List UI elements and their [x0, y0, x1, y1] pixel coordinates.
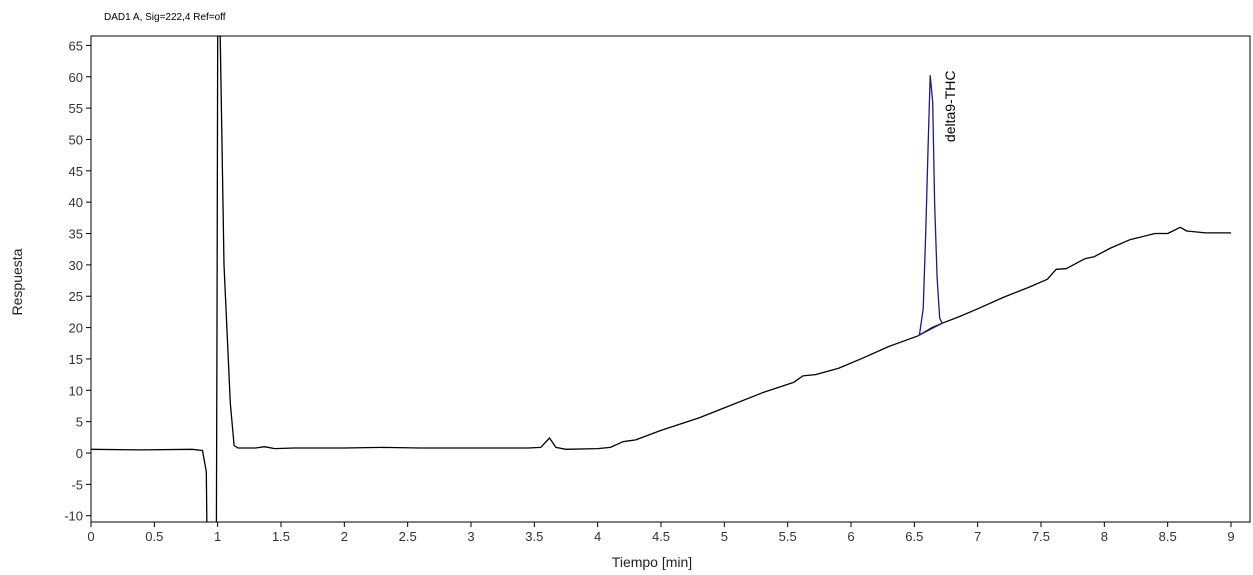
x-tick-label: 9: [1227, 529, 1234, 544]
x-tick-label: 3.5: [525, 529, 543, 544]
x-tick-label: 4: [594, 529, 601, 544]
series-line-1: [918, 74, 943, 336]
y-tick-label: 10: [69, 383, 83, 398]
y-tick-label: 0: [76, 446, 83, 461]
signal-header: DAD1 A, Sig=222,4 Ref=off: [104, 12, 226, 23]
y-tick-label: 25: [69, 289, 83, 304]
y-tick-label: 15: [69, 352, 83, 367]
y-tick-label: 30: [69, 258, 83, 273]
x-tick-label: 7: [974, 529, 981, 544]
x-tick-label: 4.5: [652, 529, 670, 544]
y-tick-label: 50: [69, 132, 83, 147]
x-tick-label: 1: [214, 529, 221, 544]
y-axis-label: Respuesta: [9, 248, 25, 315]
y-tick-label: 40: [69, 195, 83, 210]
x-tick-label: 6.5: [905, 529, 923, 544]
annotation-layer: delta9-THC: [942, 70, 958, 142]
x-tick-label: 6: [847, 529, 854, 544]
x-tick-label: 5.5: [779, 529, 797, 544]
series-line-2: [919, 322, 943, 336]
peak-label: delta9-THC: [942, 70, 958, 142]
y-tick-label: 65: [69, 38, 83, 53]
y-tick-label: 5: [76, 415, 83, 430]
y-tick-label: 55: [69, 101, 83, 116]
x-axis-label: Tiempo [min]: [612, 554, 692, 570]
x-tick-label: 7.5: [1032, 529, 1050, 544]
x-tick-label: 1.5: [272, 529, 290, 544]
x-tick-label: 0.5: [145, 529, 163, 544]
plot-frame: [90, 35, 1251, 523]
series-line-0: [91, 36, 1231, 522]
y-tick-label: 20: [69, 321, 83, 336]
x-tick-label: 0: [87, 529, 94, 544]
y-tick-label: -10: [64, 509, 83, 524]
x-tick-label: 5: [721, 529, 728, 544]
x-tick-label: 3: [467, 529, 474, 544]
x-tick-label: 2.5: [399, 529, 417, 544]
x-tick-label: 8: [1101, 529, 1108, 544]
y-tick-label: 35: [69, 227, 83, 242]
x-tick-label: 2: [341, 529, 348, 544]
x-tick-label: 8.5: [1159, 529, 1177, 544]
series-layer: [91, 36, 1231, 522]
y-tick-label: 45: [69, 164, 83, 179]
y-tick-label: -5: [71, 477, 83, 492]
x-axis-ticks: 0 0.5 1 1.5 2 2.5 3 3.5 4 4.5 5 5.5 6 6.5 7 7.5 8 8.5 9: [87, 522, 1235, 544]
y-tick-label: 60: [69, 70, 83, 85]
